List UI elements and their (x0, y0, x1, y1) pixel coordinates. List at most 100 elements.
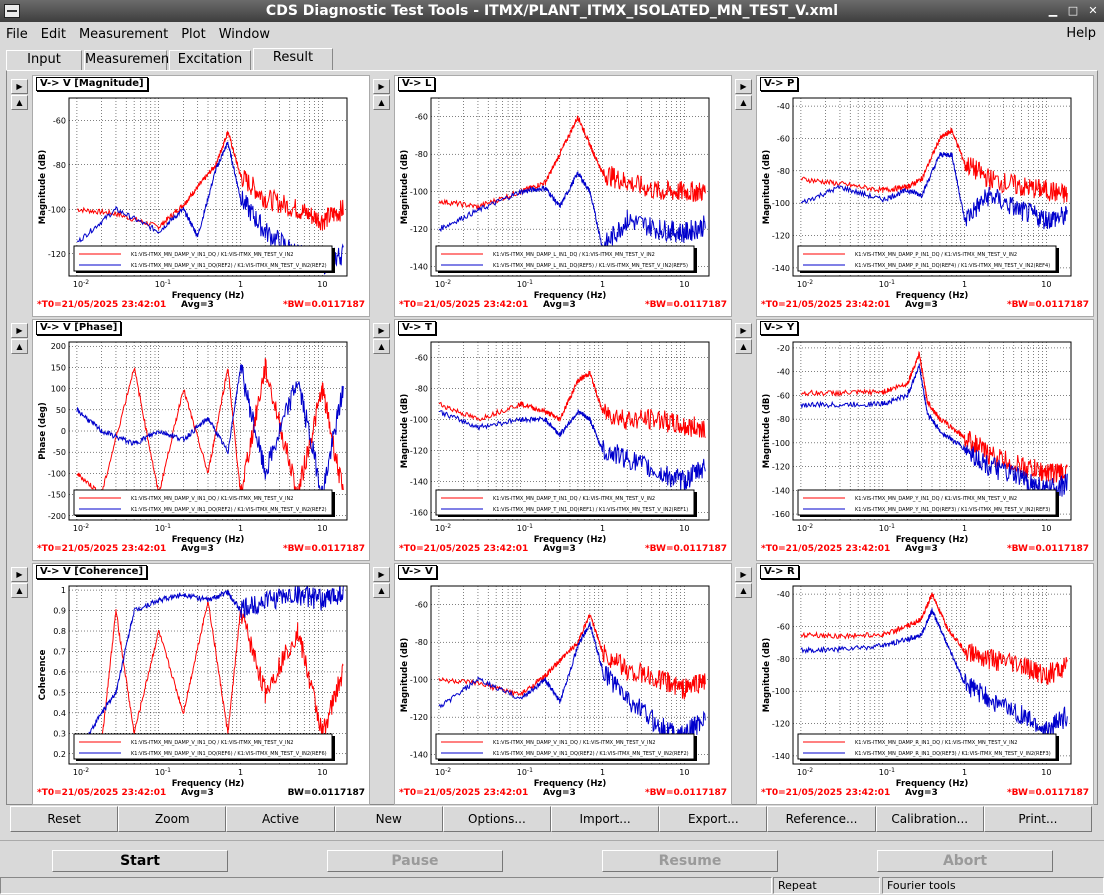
plot-canvas[interactable]: -20 -40 -60 -80 -100 -120 -140 -160 10-2 10-1 1 10 F… (756, 319, 1094, 561)
bw-label: *BW=0.0117187 (644, 788, 727, 798)
tab-result[interactable]: Result (253, 48, 333, 70)
plot-title: V-> Y (760, 321, 799, 335)
plot-title: V-> R (760, 565, 799, 579)
y-axis-label: Magnitude (dB) (762, 150, 772, 225)
plot-canvas[interactable]: -40 -60 -80 -100 -120 -140 10-2 10-1 1 10 Frequenc… (756, 75, 1094, 317)
plot-canvas[interactable]: 200 150 100 50 0 -50 -100 -150 -200 10-2 10-1 1 10 Fr… (32, 319, 370, 561)
y-tick-label: -80 (415, 384, 428, 393)
menu-measurement[interactable]: Measurement (78, 26, 169, 42)
y-tick-label: 100 (51, 385, 66, 394)
x-tick-label: 10 (317, 768, 327, 777)
x-tick-label: 10-2 (73, 279, 89, 289)
legend: K1:VIS-ITMX_MN_DAMP_R_IN1_DQ / K1:VIS-IT… (797, 733, 1059, 761)
x-tick-label: 1 (238, 280, 243, 289)
plot-svg: 200 150 100 50 0 -50 -100 -150 -200 10-2 10-1 1 10 Fr… (38, 341, 348, 545)
y-tick-label: -40 (777, 368, 790, 377)
tab-excitation[interactable]: Excitation (169, 50, 251, 70)
plot-canvas[interactable]: -40 -60 -80 -100 -120 -140 10-2 10-1 1 10 Frequenc… (756, 563, 1094, 805)
reset-button[interactable]: Reset (10, 806, 119, 832)
tab-measurement[interactable]: Measurement (84, 50, 174, 70)
plot-canvas[interactable]: 1 0.9 0.8 0.7 0.6 0.5 0.4 0.3 0.2 10-2 10-1 1 10 Freq… (32, 563, 370, 805)
x-tick-label: 1 (600, 524, 605, 533)
menu-plot[interactable]: Plot (181, 26, 206, 42)
x-axis-label: Frequency (Hz) (534, 291, 607, 301)
y-tick-label: -60 (777, 391, 790, 400)
y-tick-label: -120 (48, 250, 66, 259)
plot-footer: *T0=21/05/2025 23:42:01 Avg=3 *BW=0.011718… (33, 300, 371, 314)
y-tick-label: -60 (777, 622, 790, 631)
series-2 (800, 151, 1068, 230)
x-tick-label: 1 (962, 768, 967, 777)
legend-entry: K1:VIS-ITMX_MN_DAMP_V_IN1_DQ(REF2) / K1:… (131, 507, 327, 513)
collapse-arrow-icon[interactable]: ▲ (735, 339, 752, 354)
import-button[interactable]: Import... (551, 806, 660, 832)
zoom-button[interactable]: Zoom (118, 806, 227, 832)
minimize-icon[interactable]: ▁ (1048, 4, 1058, 17)
new-button[interactable]: New (334, 806, 443, 832)
menu-file[interactable]: File (6, 26, 28, 42)
menu-help[interactable]: Help (1066, 26, 1096, 41)
y-axis-label: Magnitude (dB) (38, 150, 48, 225)
resume-button[interactable]: Resume (602, 850, 778, 872)
plot-canvas[interactable]: -60 -80 -100 -120 -140 10-2 10-1 1 10 Frequency (… (394, 563, 732, 805)
collapse-arrow-icon[interactable]: ▲ (373, 95, 390, 110)
expand-arrow-icon[interactable]: ▶ (735, 323, 752, 338)
legend-entry: K1:VIS-ITMX_MN_DAMP_V_IN1_DQ / K1:VIS-IT… (131, 740, 293, 746)
collapse-arrow-icon[interactable]: ▲ (11, 339, 28, 354)
expand-arrow-icon[interactable]: ▶ (373, 79, 390, 94)
x-tick-label: 1 (600, 280, 605, 289)
plot-footer: *T0=21/05/2025 23:42:01 Avg=3 *BW=0.011718… (757, 544, 1095, 558)
x-tick-label: 10-1 (155, 279, 171, 289)
window-title: CDS Diagnostic Test Tools - ITMX/PLANT_I… (265, 3, 839, 19)
series-2 (76, 364, 344, 500)
series-line (76, 130, 344, 231)
expand-arrow-icon[interactable]: ▶ (373, 567, 390, 582)
collapse-arrow-icon[interactable]: ▲ (735, 95, 752, 110)
legend-entry: K1:VIS-ITMX_MN_DAMP_Y_IN1_DQ(REF3) / K1:… (855, 507, 1050, 513)
x-tick-label: 10-1 (879, 767, 895, 777)
expand-arrow-icon[interactable]: ▶ (373, 323, 390, 338)
active-button[interactable]: Active (226, 806, 335, 832)
series-2 (800, 608, 1068, 741)
y-axis-label: Magnitude (dB) (762, 394, 772, 469)
close-icon[interactable]: ✕ (1088, 4, 1098, 17)
abort-button[interactable]: Abort (877, 850, 1053, 872)
reference-button[interactable]: Reference... (767, 806, 876, 832)
print-button[interactable]: Print... (983, 806, 1093, 832)
collapse-arrow-icon[interactable]: ▲ (735, 583, 752, 598)
expand-arrow-icon[interactable]: ▶ (11, 567, 28, 582)
expand-arrow-icon[interactable]: ▶ (735, 79, 752, 94)
expand-arrow-icon[interactable]: ▶ (11, 323, 28, 338)
collapse-arrow-icon[interactable]: ▲ (11, 95, 28, 110)
legend: K1:VIS-ITMX_MN_DAMP_V_IN1_DQ / K1:VIS-IT… (73, 489, 335, 517)
x-tick-label: 10-1 (517, 279, 533, 289)
x-axis-label: Frequency (Hz) (896, 779, 969, 789)
series-1 (76, 358, 344, 501)
y-tick-label: -60 (415, 113, 428, 122)
menu-window[interactable]: Window (218, 26, 270, 42)
plot-canvas[interactable]: -60 -80 -100 -120 -140 10-2 10-1 1 10 Frequency (… (394, 75, 732, 317)
pause-button[interactable]: Pause (327, 850, 503, 872)
window-menu-icon[interactable] (4, 4, 20, 18)
export-button[interactable]: Export... (659, 806, 768, 832)
options-button[interactable]: Options... (442, 806, 552, 832)
x-axis-label: Frequency (Hz) (896, 535, 969, 545)
plot-footer: *T0=21/05/2025 23:42:01 Avg=3 *BW=0.011718… (395, 300, 733, 314)
plot-canvas[interactable]: -60 -80 -100 -120 10-2 10-1 1 10 Frequency (Hz) M… (32, 75, 370, 317)
collapse-arrow-icon[interactable]: ▲ (373, 583, 390, 598)
start-button[interactable]: Start (52, 850, 228, 872)
legend-entry: K1:VIS-ITMX_MN_DAMP_V_IN1_DQ(REF2) / K1:… (493, 751, 689, 757)
x-axis-label: Frequency (Hz) (172, 535, 245, 545)
expand-arrow-icon[interactable]: ▶ (735, 567, 752, 582)
x-tick-label: 10-2 (73, 767, 89, 777)
expand-arrow-icon[interactable]: ▶ (11, 79, 28, 94)
calibration-button[interactable]: Calibration... (875, 806, 984, 832)
bw-label: *BW=0.0117187 (1006, 300, 1089, 310)
tab-input[interactable]: Input (6, 50, 82, 70)
menu-edit[interactable]: Edit (40, 26, 66, 42)
collapse-arrow-icon[interactable]: ▲ (373, 339, 390, 354)
plot-canvas[interactable]: -60 -80 -100 -120 -140 -160 10-2 10-1 1 10 Frequen… (394, 319, 732, 561)
legend-entry: K1:VIS-ITMX_MN_DAMP_V_IN1_DQ / K1:VIS-IT… (131, 252, 293, 258)
collapse-arrow-icon[interactable]: ▲ (11, 583, 28, 598)
maximize-icon[interactable]: □ (1067, 4, 1079, 17)
